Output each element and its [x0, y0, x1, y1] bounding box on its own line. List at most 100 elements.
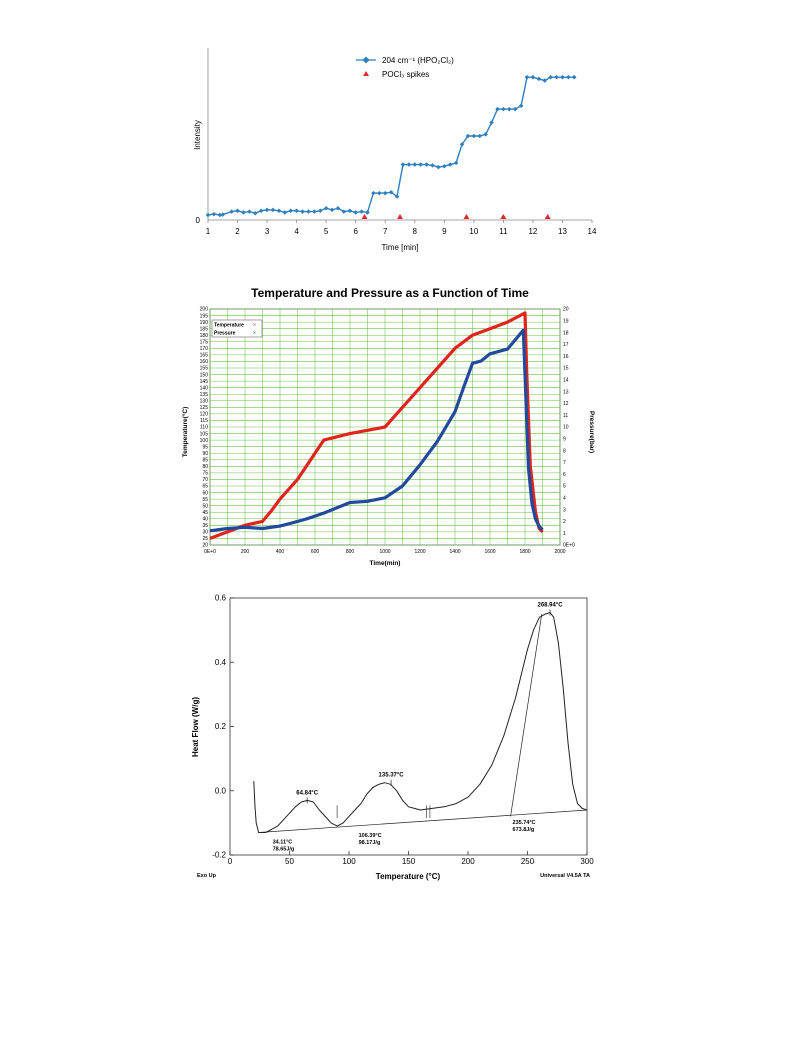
chart2-y2-tick-label: 12	[563, 401, 569, 407]
chart1-data-point	[418, 162, 423, 167]
chart2-y-tick-label: 115	[200, 418, 208, 424]
chart1-data-point	[252, 211, 258, 216]
chart2-y2-tick-label: 4	[563, 496, 566, 502]
chart2-series-pressure	[209, 328, 544, 533]
chart1-spike-marker	[500, 214, 507, 219]
chart2-y-tick-label: 120	[200, 412, 209, 418]
chart3-baseline	[258, 809, 588, 833]
chart3-annotation-enthalpy: 673.8J/g	[513, 827, 535, 833]
chart2-x-tick-label: 0E+0	[204, 549, 216, 555]
chart1-data-point	[205, 212, 211, 218]
chart1-data-point	[471, 133, 477, 139]
chart3-y-tick-label: -0.2	[212, 851, 226, 860]
chart2-y-tick-label: 40	[202, 516, 208, 522]
chart1-x-tick-label: 5	[324, 227, 329, 236]
chart1-data-point	[306, 209, 311, 214]
chart1-data-point	[566, 74, 571, 80]
chart3-annotation-peak: 135.37°C	[379, 773, 405, 779]
chart1-data-point	[371, 190, 376, 196]
chart1-data-point	[554, 74, 559, 80]
chart3-y-tick-label: 0.4	[215, 658, 227, 667]
chart1-data-point	[235, 208, 240, 214]
chart1-data-point	[347, 208, 353, 214]
chart2-y2-tick-label: 1	[563, 531, 566, 537]
chart3-annotation-enthalpy: 78.65J/g	[273, 846, 295, 852]
svg-text:×: ×	[253, 331, 256, 337]
chart2-x-tick-label: 200	[241, 549, 250, 555]
chart1-data-point	[317, 208, 323, 214]
chart-dsc-heat-flow: -0.2 0.0 0.2 0.4 0.6 0 50 100 150 200 250 300 Temp…	[191, 594, 594, 882]
chart2-y-tick-label: 95	[202, 444, 208, 450]
chart2-y-tick-label: 30	[202, 530, 208, 536]
chart2-series-temperature	[209, 311, 544, 540]
chart2-y2-tick-label: 13	[563, 389, 569, 395]
chart1-data-point	[524, 74, 530, 80]
chart2-y-tick-label: 180	[200, 333, 209, 339]
chart2-y2-tick-label: 15	[563, 366, 569, 372]
chart2-title: Temperature and Pressure as a Function o…	[251, 286, 529, 300]
chart3-annotation-onset: 106.39°C	[359, 833, 382, 839]
chart1-data-point	[323, 205, 329, 211]
chart2-y-tick-label: 200	[200, 307, 209, 313]
chart3-annotation-peak: 268.94°C	[537, 602, 563, 608]
chart1-data-point	[424, 162, 429, 167]
chart2-x-tick-label: 600	[311, 549, 320, 555]
chart3-x-axis-label: Temperature (°C)	[376, 872, 441, 881]
chart3-x-tick-label: 100	[342, 857, 356, 866]
chart1-data-point	[294, 208, 299, 214]
chart1-data-point	[377, 190, 382, 196]
chart2-legend-temperature: Temperature	[214, 323, 244, 329]
chart1-data-point	[447, 162, 453, 167]
chart1-data-point	[220, 212, 226, 217]
chart1-x-tick-label: 10	[469, 227, 478, 236]
chart2-x-tick-label: 1400	[449, 549, 460, 555]
chart1-data-point	[258, 208, 264, 214]
chart2-grid	[209, 308, 561, 546]
chart-raman-intensity: 1 2 3 4 5 6 7 8 9 10 11 12 13 14 0 Time [min] Intensi…	[193, 48, 597, 252]
chart2-y2-axis-label: Pressure(bar)	[588, 411, 595, 453]
chart2-y-tick-label: 55	[202, 497, 208, 503]
chart1-spike-marker	[544, 214, 551, 219]
chart1-data-point	[442, 163, 447, 169]
chart2-y-tick-label: 185	[200, 326, 209, 332]
chart1-spike-marker	[397, 214, 403, 219]
chart1-spike-marker	[361, 214, 368, 219]
chart1-series	[205, 74, 577, 219]
chart1-x-tick-label: 7	[383, 227, 388, 236]
chart3-series	[253, 612, 588, 833]
chart2-y-tick-label: 90	[202, 451, 208, 457]
chart1-data-point	[241, 210, 246, 215]
chart2-y-tick-label: 175	[200, 339, 209, 345]
chart1-data-point	[211, 211, 217, 217]
chart1-data-point	[264, 207, 270, 213]
chart2-y-tick-label: 65	[202, 484, 208, 490]
chart1-data-point	[382, 190, 388, 196]
chart2-y2-tick-label: 9	[563, 437, 566, 443]
chart1-x-axis-label: Time [min]	[381, 243, 418, 252]
chart1-data-point	[406, 162, 412, 167]
chart2-y-tick-label: 35	[202, 523, 208, 529]
chart2-x-tick-label: 1000	[379, 549, 390, 555]
chart1-data-point	[247, 209, 252, 214]
chart2-y2-tick-label: 5	[563, 484, 566, 490]
chart1-data-point	[560, 74, 565, 80]
chart1-data-point	[288, 208, 293, 214]
chart1-x-tick-label: 4	[294, 227, 299, 236]
chart2-y2-tick-label: 20	[563, 307, 569, 313]
chart2-x-tick-label: 2000	[554, 549, 565, 555]
chart2-y-tick-label: 85	[202, 457, 208, 463]
chart1-data-point	[270, 207, 276, 213]
chart1-x-tick-label: 3	[265, 227, 270, 236]
chart1-x-tick-label: 12	[528, 227, 537, 236]
chart1-x-tick-label: 6	[353, 227, 358, 236]
chart2-y-tick-label: 165	[200, 353, 209, 359]
chart2-y2-tick-label: 10	[563, 425, 569, 431]
chart2-x-axis-label: Time(min)	[370, 560, 401, 567]
chart2-y-tick-label: 80	[202, 464, 208, 470]
chart2-y-ticks: 2025303540455055606570758085909510010511…	[200, 307, 209, 549]
chart3-x-ticks: 0 50 100 150 200 250 300	[228, 851, 594, 866]
chart2-y2-tick-label: 8	[563, 448, 566, 454]
chart1-data-point	[530, 74, 536, 80]
chart2-y-tick-label: 75	[202, 471, 208, 477]
